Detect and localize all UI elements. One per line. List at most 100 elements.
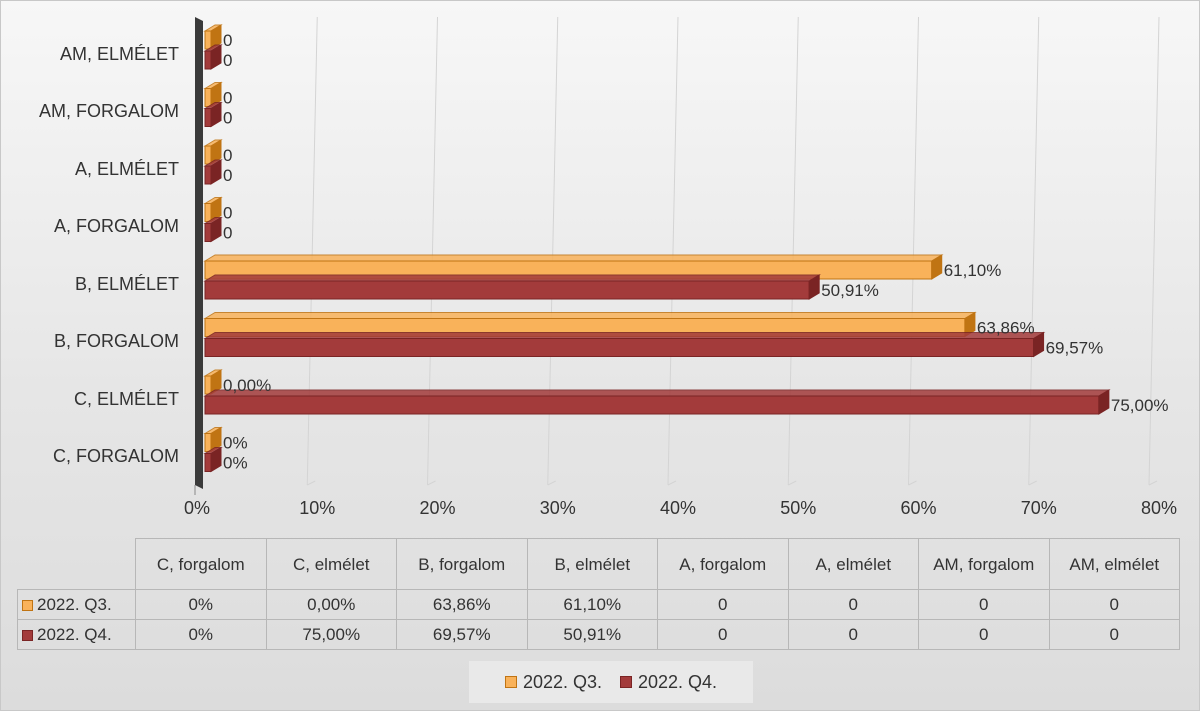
category-label: A, ELMÉLET [74,158,179,179]
bar [203,331,1046,358]
data-label: 0 [223,204,232,223]
table-cell: 0 [787,589,919,620]
bar [203,369,223,395]
series-swatch [22,600,33,611]
bar-front-face [204,395,1100,415]
table-header-cell: A, elmélet [787,538,919,590]
bar-end-face [210,44,222,70]
table-series-name: 2022. Q4. [17,619,136,650]
bar-front-face [204,433,212,452]
bar [203,139,223,165]
bar-top-face [203,332,1046,339]
data-label: 0 [223,166,232,185]
bar-front-face [204,375,212,395]
bar [203,274,821,300]
gridline [787,16,799,486]
data-label: 0 [223,146,232,165]
table-cell: 63,86% [396,589,528,620]
table-header-cell: AM, forgalom [918,538,1050,590]
bar-front-face [204,203,212,222]
data-label: 0 [223,31,232,50]
table-series-name: 2022. Q3. [17,589,136,620]
category-label: AM, FORGALOM [38,101,179,122]
gridline-foot [427,480,436,486]
table-row: 2022. Q3. 0% 0,00% 63,86% 61,10% 0 0 0 0 [17,589,1180,620]
gridline-foot [307,480,316,486]
data-label: 0 [223,224,232,243]
bar-top-face [203,254,944,262]
gridline-foot [908,480,917,486]
table-header-cell: AM, elmélet [1048,538,1180,590]
tick-label: 30% [539,498,576,518]
gridline [1148,16,1160,486]
data-label: 0% [223,434,248,453]
table-cell: 0 [657,619,789,650]
bar-end-face [210,24,222,50]
data-label: 50,91% [821,281,879,300]
data-label: 0% [223,454,248,473]
bar-front-face [204,30,212,50]
table-cell: 0 [1048,619,1180,650]
table-header-cell: C, elmélet [265,538,397,590]
bar [203,159,223,185]
data-label: 0 [223,109,232,128]
bar-end-face [210,196,222,223]
data-label: 0 [223,51,232,70]
bar-front-face [204,145,212,165]
bar-top-face [203,274,821,282]
legend-swatch [504,676,517,688]
legend-label: 2022. Q3. [522,671,602,692]
gridline-foot [547,480,556,486]
bar-top-face [203,312,977,319]
data-label-layer: 0%0,00%63,86%61,10%00000%75,00%69,57%50,… [223,31,1169,473]
category-label: C, ELMÉLET [73,388,179,409]
tick-label: 20% [419,498,456,518]
bar [203,44,223,70]
table-cell: 50,91% [526,619,658,650]
legend-label: 2022. Q4. [638,671,718,692]
category-label: A, FORGALOM [53,216,179,237]
bar-end-face [808,274,820,300]
table-header-cell: B, forgalom [396,538,528,590]
bar-end-face [210,81,222,108]
gridline [1028,16,1040,486]
legend-swatch [620,676,632,688]
legend-item: 2022. Q3. [504,671,602,693]
table-cell: 61,10% [526,589,658,620]
table-header-cell: A, forgalom [657,538,789,590]
gridline [667,16,679,486]
table-cell: 0 [787,619,919,650]
category-label: B, ELMÉLET [74,273,179,294]
data-label: 63,86% [977,319,1035,338]
bar [203,101,223,128]
gridline [306,16,318,486]
data-label: 75,00% [1111,396,1169,415]
table-cell: 0% [135,619,267,650]
tick-label: 10% [299,498,336,518]
bar-front-face [204,338,1035,357]
gridline [547,16,559,486]
table-cell: 0 [918,589,1050,620]
tick-label: 50% [780,498,817,518]
data-label: 61,10% [944,261,1002,280]
category-label: AM, ELMÉLET [59,43,179,64]
bar-end-face [964,311,976,338]
bar-front-face [204,280,810,300]
legend: 2022. Q3. 2022. Q4. [469,661,753,703]
table-row: 2022. Q4. 0% 75,00% 69,57% 50,91% 0 0 0 0 [17,619,1180,650]
data-label: 69,57% [1046,339,1104,358]
bar-end-face [210,216,222,243]
bar-end-face [210,446,222,473]
category-label: C, FORGALOM [52,446,179,467]
table-cell: 0,00% [265,589,397,620]
bar-front-face [204,88,212,107]
table-cell: 0 [657,589,789,620]
bar-end-face [1033,331,1045,358]
table-header-cell: B, elmélet [526,538,658,590]
data-label: 0,00% [223,376,271,395]
table-header-cell: C, forgalom [135,538,267,590]
bar [203,24,223,50]
bar [203,446,223,473]
bar-end-face [210,426,222,453]
